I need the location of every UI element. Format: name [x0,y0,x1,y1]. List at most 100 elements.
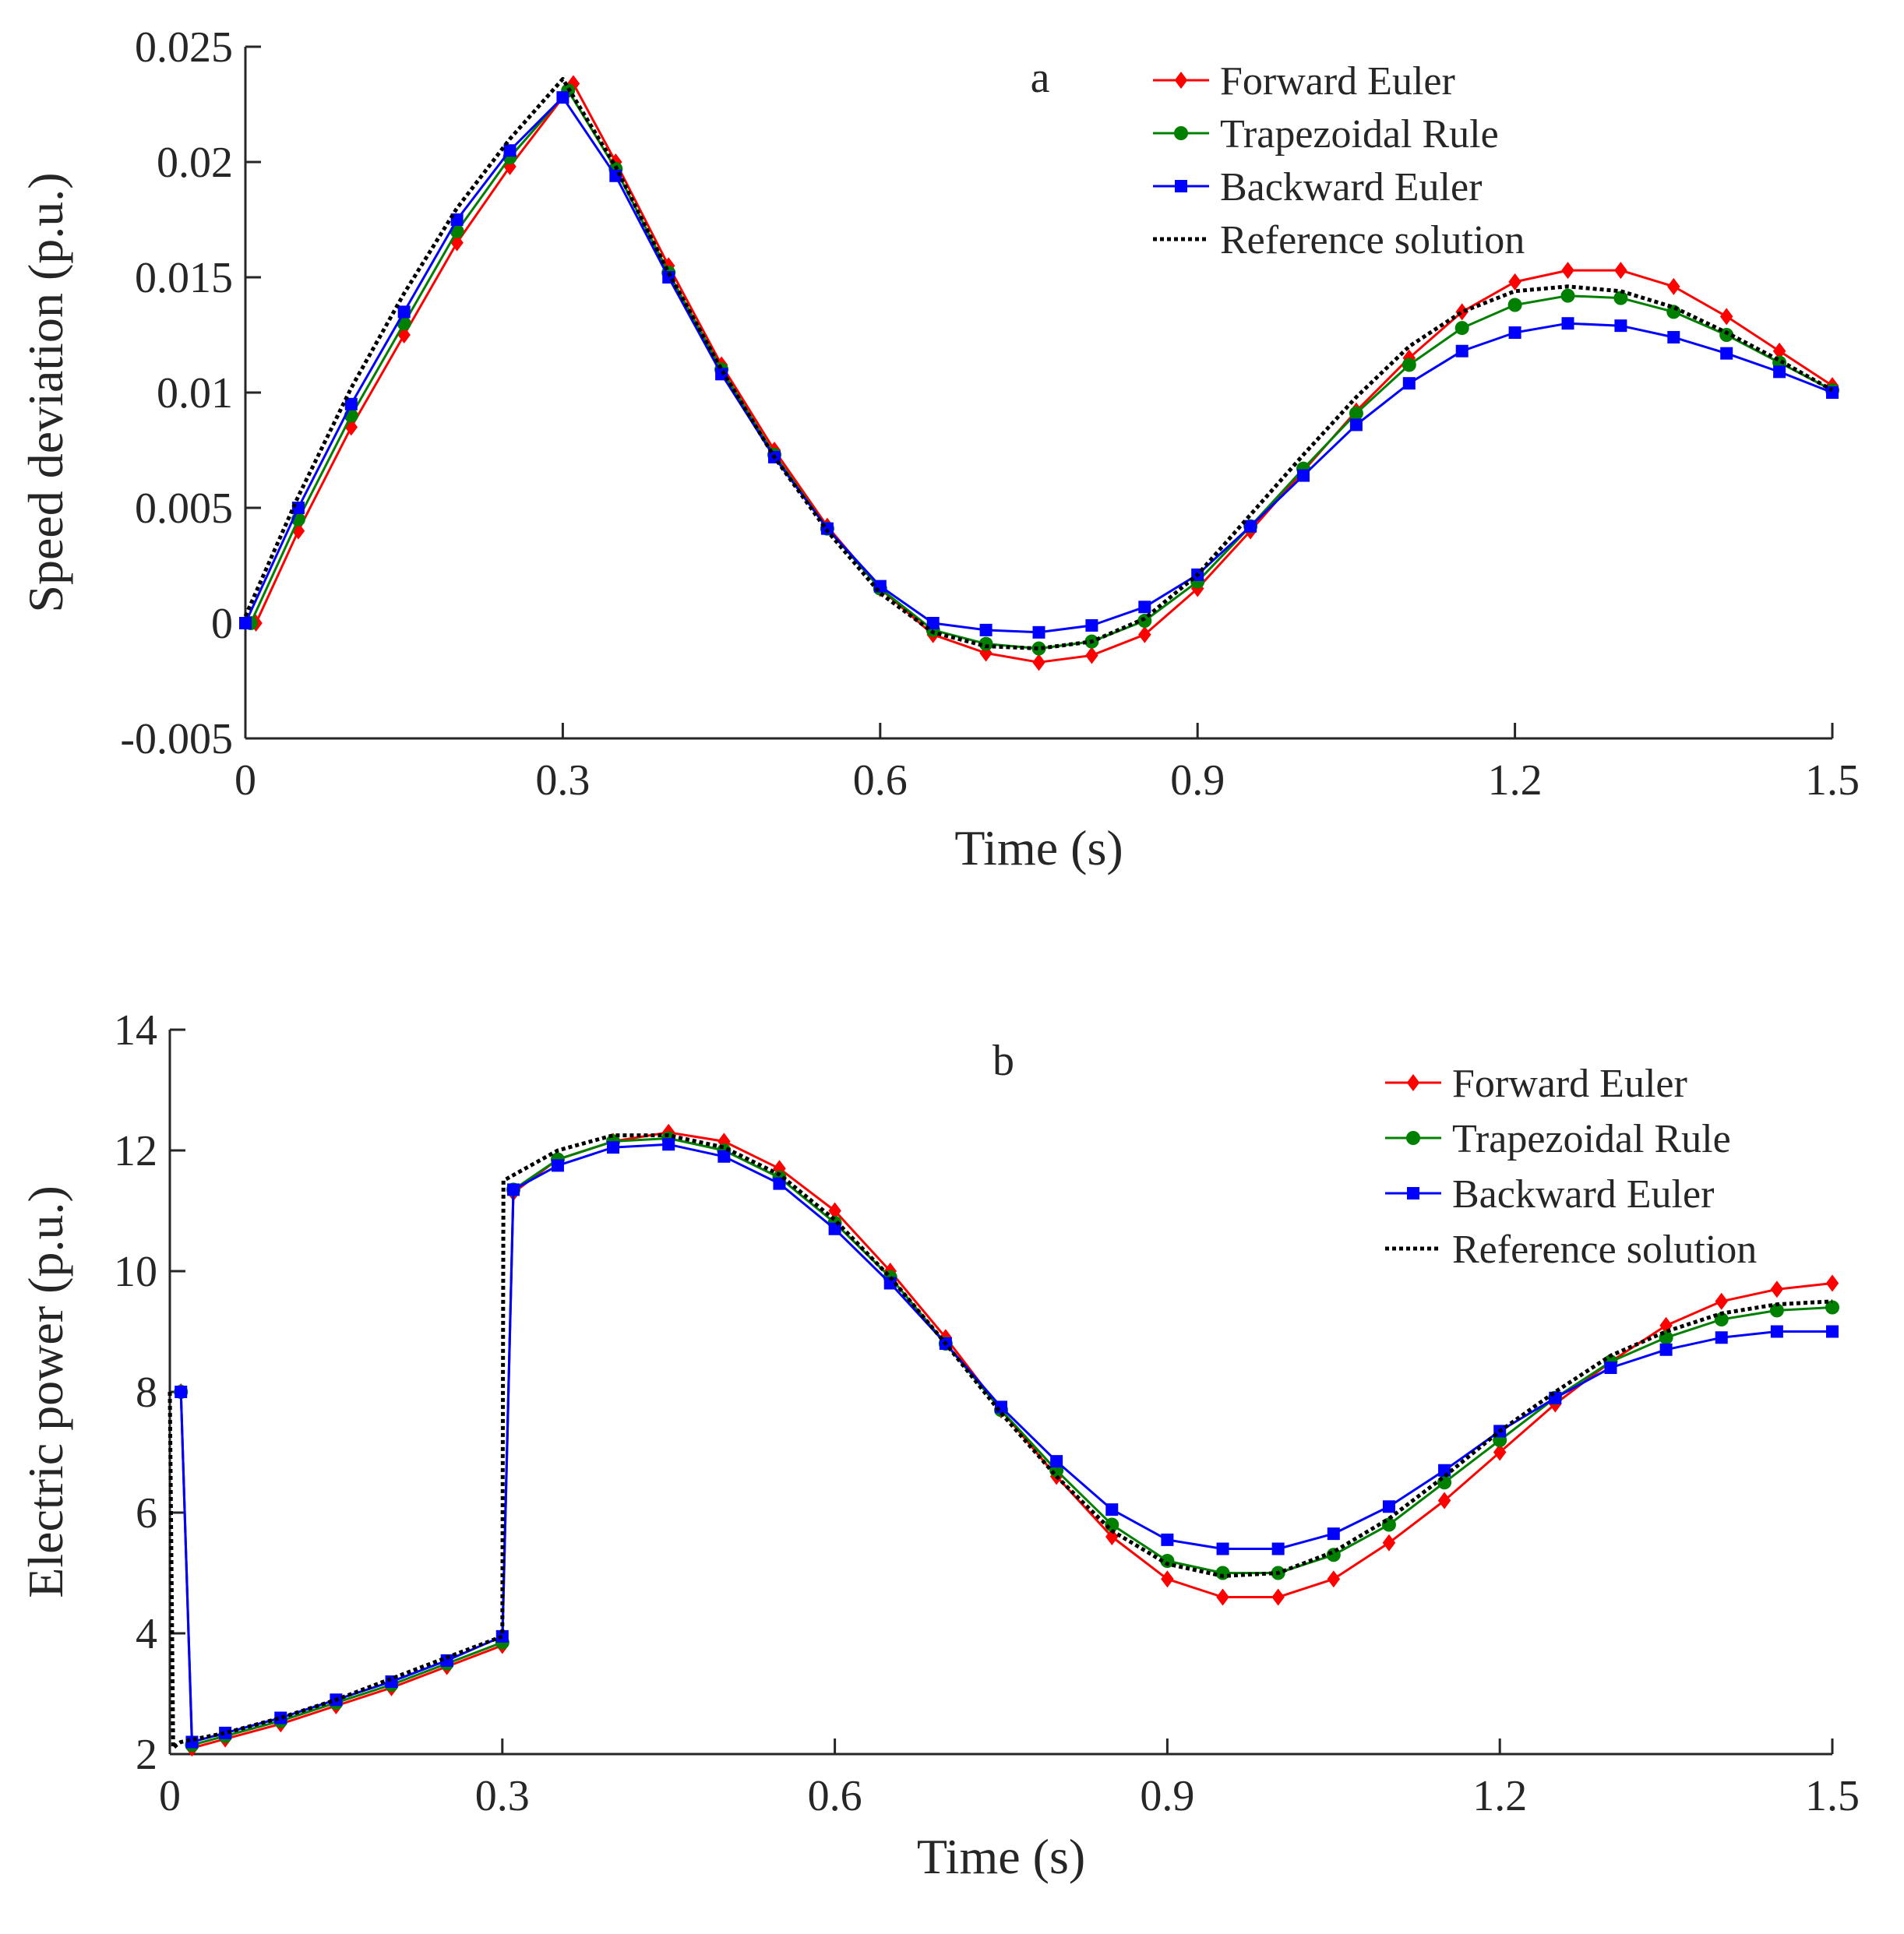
data-point-forward-euler-b [1327,1570,1341,1588]
data-point-backward-euler-b [1770,1325,1783,1338]
data-point-trapezoidal-rule-b [1769,1303,1784,1318]
series-forward-euler-a [249,75,1839,671]
y-tick-label-a: 0.025 [135,23,233,72]
y-axis-label-a: Speed deviation (p.u.) [18,172,73,612]
data-point-backward-euler-b [1382,1500,1395,1513]
data-point-backward-euler-b [1826,1325,1839,1338]
data-point-forward-euler-b [1216,1588,1229,1606]
data-point-backward-euler-b [1050,1455,1063,1468]
data-point-backward-euler-a [1720,347,1733,360]
data-point-trapezoidal-rule-b [1825,1300,1839,1315]
data-point-trapezoidal-rule-a [1507,298,1522,312]
x-tick-label-b: 1.2 [1472,1772,1527,1820]
x-tick-label-a: 1.5 [1805,756,1860,805]
data-point-backward-euler-b [1271,1542,1285,1555]
data-point-trapezoidal-rule-a [1719,328,1734,342]
data-point-backward-euler-b [274,1711,287,1724]
y-tick-label-a: 0.015 [135,254,233,302]
chart-panel-b: 0 0.3 0.6 0.9 1.2 1.5 2 4 6 8 10 12 14 Time (s) Electr… [18,1006,1860,1884]
y-tick-label-b: 14 [114,1006,157,1055]
data-point-trapezoidal-rule-a [1560,288,1575,303]
legend-a: Forward Euler Trapezoidal Rule Backward Eu… [1153,59,1525,262]
data-point-backward-euler-b [718,1150,731,1163]
x-tick-label-a: 0 [234,756,256,805]
legend-label-backward-euler-b: Backward Euler [1452,1172,1714,1217]
data-point-backward-euler-a [344,397,358,410]
data-point-trapezoidal-rule-a [1454,321,1469,336]
data-point-forward-euler-a [1508,273,1521,291]
legend-label-forward-euler-a: Forward Euler [1220,59,1455,104]
data-point-backward-euler-b [219,1726,232,1739]
data-point-forward-euler-a [1667,277,1680,295]
x-tick-label-b: 1.5 [1805,1772,1860,1820]
series-line-trapezoidal-rule-a [249,89,1833,650]
chart-panel-a: 0 0.3 0.6 0.9 1.2 1.5-0.00500.0050.010.0150.0… [18,23,1860,875]
data-point-backward-euler-b [551,1159,564,1172]
data-point-trapezoidal-rule-a [978,636,993,651]
legend-marker-trapezoidal-rule-a [1174,126,1188,140]
data-point-backward-euler-a [1508,326,1521,340]
series-line-forward-euler-b [179,1131,1833,1749]
legend-marker-forward-euler-a [1174,72,1188,89]
x-tick-label-a: 0.9 [1170,756,1225,805]
data-point-trapezoidal-rule-b [1215,1566,1230,1580]
data-point-forward-euler-a [1561,262,1574,280]
data-point-backward-euler-a [1667,330,1680,343]
data-point-trapezoidal-rule-a [1613,291,1628,305]
x-tick-label-a: 0.6 [853,756,908,805]
legend-label-trapezoidal-rule-a: Trapezoidal Rule [1220,112,1499,157]
data-point-backward-euler-b [1604,1362,1617,1374]
x-tick-label-a: 0.3 [535,756,590,805]
legend-label-reference-solution-a: Reference solution [1220,218,1525,262]
data-point-backward-euler-a [979,623,993,636]
data-point-forward-euler-b [1161,1570,1174,1588]
data-point-backward-euler-b [662,1138,675,1151]
y-tick-label-b: 10 [114,1248,157,1296]
data-point-backward-euler-a [1773,365,1786,379]
y-tick-label-a: -0.005 [120,715,233,763]
data-point-backward-euler-a [1138,601,1151,614]
x-tick-label-b: 0.3 [475,1772,530,1820]
data-point-trapezoidal-rule-b [1437,1475,1452,1490]
data-point-trapezoidal-rule-b [1714,1312,1729,1326]
data-point-forward-euler-b [1770,1281,1784,1298]
data-point-backward-euler-a [1085,618,1098,632]
series-line-reference-solution-b [167,1133,1833,1750]
series-backward-euler-a [239,91,1839,639]
legend-label-forward-euler-b: Forward Euler [1452,1062,1687,1106]
data-point-trapezoidal-rule-a [1402,358,1416,372]
y-tick-label-a: 0.01 [157,369,233,417]
data-point-backward-euler-a [1402,377,1416,390]
x-tick-label-a: 1.2 [1488,756,1543,805]
legend-label-backward-euler-a: Backward Euler [1220,165,1482,210]
series-trapezoidal-rule-b [174,1131,1839,1753]
data-point-backward-euler-b [995,1400,1007,1414]
data-point-trapezoidal-rule-a [1031,641,1046,656]
series-line-backward-euler-a [244,96,1833,634]
data-point-backward-euler-b [607,1141,620,1154]
series-line-forward-euler-a [255,82,1833,664]
data-point-backward-euler-a [1561,317,1574,330]
legend-label-trapezoidal-rule-b: Trapezoidal Rule [1452,1117,1731,1161]
legend-marker-forward-euler-b [1406,1074,1420,1091]
data-point-backward-euler-b [1327,1527,1340,1541]
data-point-forward-euler-b [1271,1588,1285,1606]
data-point-backward-euler-b [1715,1331,1728,1344]
data-point-backward-euler-b [773,1177,786,1190]
data-point-forward-euler-a [1032,653,1045,671]
y-axis-label-b: Electric power (p.u.) [18,1185,73,1598]
data-point-forward-euler-b [1105,1528,1119,1545]
data-point-backward-euler-a [1297,469,1310,482]
x-tick-label-b: 0.6 [808,1772,862,1820]
panel-label-b: b [993,1037,1014,1085]
data-point-forward-euler-b [1493,1443,1507,1461]
data-point-backward-euler-a [503,144,517,157]
data-point-forward-euler-a [1719,308,1733,326]
data-point-forward-euler-a [1772,342,1786,360]
data-point-forward-euler-b [1382,1534,1396,1552]
data-point-trapezoidal-rule-b [1105,1517,1119,1532]
data-point-backward-euler-b [1161,1533,1174,1546]
data-point-backward-euler-b [1659,1343,1673,1356]
y-tick-label-b: 2 [136,1731,157,1779]
